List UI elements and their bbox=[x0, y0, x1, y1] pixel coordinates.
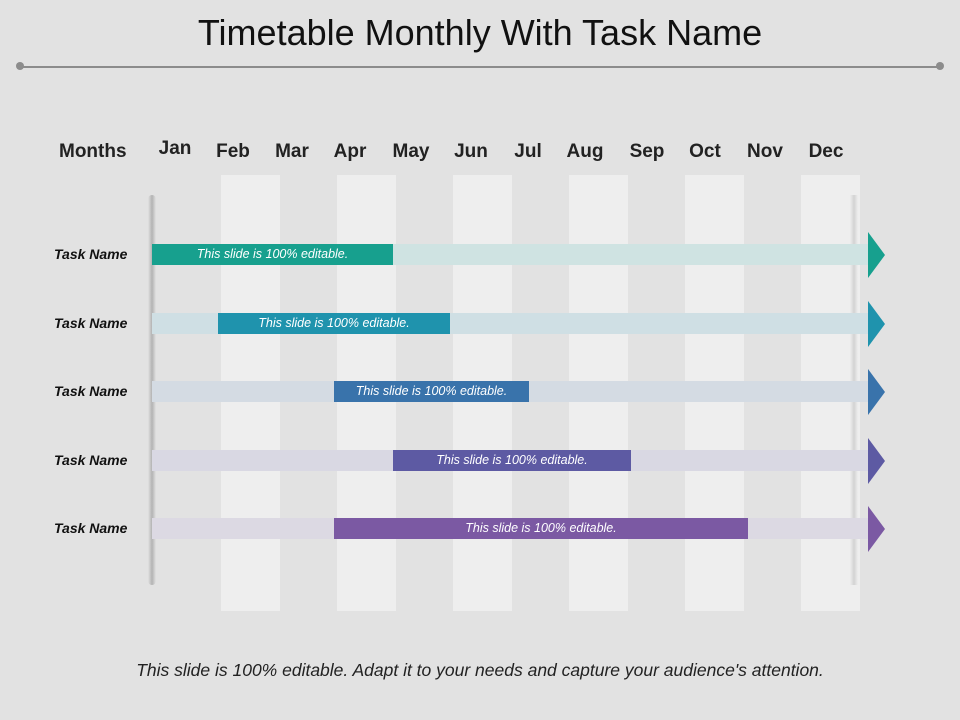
task-arrow-head bbox=[868, 301, 885, 347]
task-bar: This slide is 100% editable. bbox=[218, 313, 450, 334]
month-header: Apr bbox=[333, 141, 367, 162]
task-bar: This slide is 100% editable. bbox=[152, 244, 393, 265]
footer-note: This slide is 100% editable. Adapt it to… bbox=[136, 660, 824, 680]
task-bar-text: This slide is 100% editable. bbox=[196, 247, 349, 261]
task-name-label: Task Name bbox=[54, 520, 128, 536]
task-bar: This slide is 100% editable. bbox=[334, 518, 748, 539]
month-header: Jun bbox=[454, 141, 488, 162]
task-bar: This slide is 100% editable. bbox=[393, 450, 631, 471]
page-title: Timetable Monthly With Task Name bbox=[197, 12, 763, 53]
task-arrow-head bbox=[868, 369, 885, 415]
month-header: Jul bbox=[514, 141, 542, 162]
month-header: Feb bbox=[216, 141, 250, 162]
task-arrow-head bbox=[868, 232, 885, 278]
task-arrow-head bbox=[868, 506, 885, 552]
month-header: Jan bbox=[158, 138, 192, 159]
month-header: Sep bbox=[629, 141, 665, 162]
task-bar-text: This slide is 100% editable. bbox=[355, 384, 508, 398]
month-header: Nov bbox=[747, 141, 783, 162]
divider-right-dot bbox=[936, 62, 944, 70]
task-name-label: Task Name bbox=[54, 246, 128, 262]
task-bar-text: This slide is 100% editable. bbox=[465, 521, 617, 535]
month-header: Aug bbox=[566, 141, 604, 162]
task-name-label: Task Name bbox=[54, 452, 128, 468]
task-bar-text: This slide is 100% editable. bbox=[258, 316, 410, 330]
task-name-label: Task Name bbox=[54, 383, 128, 399]
month-header: Oct bbox=[689, 141, 721, 162]
title-divider bbox=[20, 66, 940, 68]
task-arrow-head bbox=[868, 438, 885, 484]
month-header: Mar bbox=[275, 141, 309, 162]
task-bar: This slide is 100% editable. bbox=[334, 381, 529, 402]
task-name-label: Task Name bbox=[54, 315, 128, 331]
divider-left-dot bbox=[16, 62, 24, 70]
months-header-label: Months bbox=[59, 141, 127, 162]
month-header: Dec bbox=[808, 141, 844, 162]
task-bar-text: This slide is 100% editable. bbox=[436, 453, 588, 467]
month-header: May bbox=[392, 141, 430, 162]
